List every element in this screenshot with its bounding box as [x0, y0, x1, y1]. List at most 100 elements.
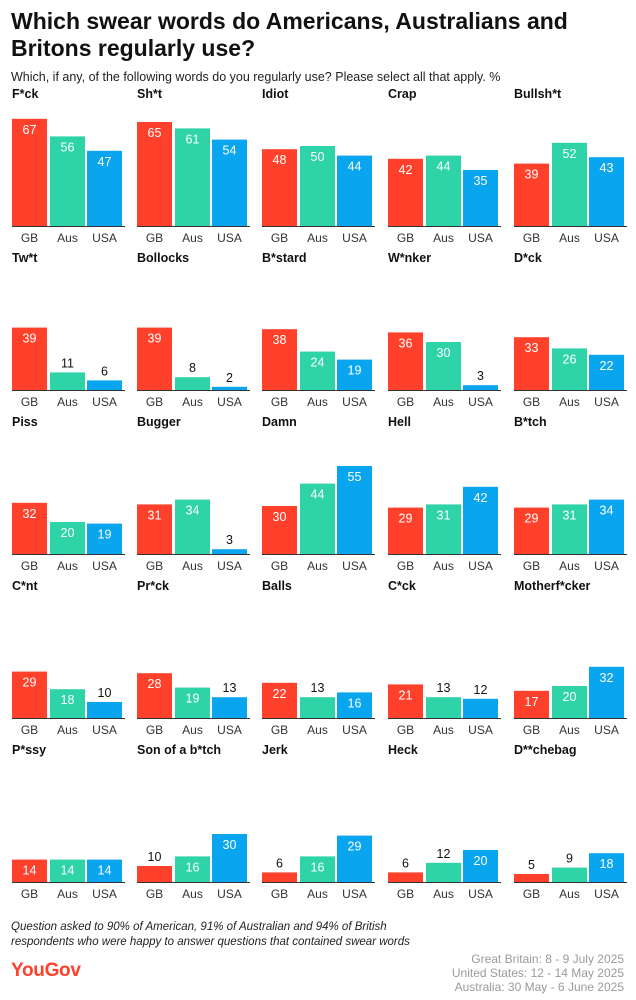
bar-bullsh-t-gb: [514, 163, 549, 226]
tick-label-crap-aus: Aus: [433, 231, 454, 245]
data-label-crap-usa: 35: [474, 174, 488, 188]
bar-sh-t-aus: [175, 128, 210, 226]
data-label-c-nt-usa: 10: [98, 686, 112, 700]
tick-label-motherf-cker-gb: GB: [523, 723, 540, 737]
tick-label-piss-usa: USA: [92, 559, 117, 573]
bar-d-chebag-usa: [589, 853, 624, 882]
tick-label-motherf-cker-aus: Aus: [559, 723, 580, 737]
data-label-hell-aus: 31: [437, 508, 451, 522]
bar-piss-aus: [50, 522, 85, 554]
data-label-motherf-cker-usa: 32: [600, 671, 614, 685]
tick-label-sh-t-gb: GB: [146, 231, 163, 245]
panel-title-heck: Heck: [388, 743, 418, 757]
bar-sh-t-gb: [137, 122, 172, 226]
bar-bugger-usa: [212, 549, 247, 554]
bar-c-nt-usa: [87, 702, 122, 718]
data-label-idiot-usa: 44: [348, 160, 362, 174]
tick-label-pr-ck-aus: Aus: [182, 723, 203, 737]
data-label-sh-t-usa: 54: [223, 144, 237, 158]
data-label-pr-ck-usa: 13: [223, 681, 237, 695]
tick-label-c-nt-aus: Aus: [57, 723, 78, 737]
data-label-p-ssy-gb: 14: [23, 864, 37, 878]
tick-label-idiot-aus: Aus: [307, 231, 328, 245]
panel-title-bollocks: Bollocks: [137, 251, 189, 265]
data-label-b-tch-gb: 29: [525, 512, 539, 526]
data-label-bullsh-t-gb: 39: [525, 168, 539, 182]
tick-label-hell-aus: Aus: [433, 559, 454, 573]
panel-title-c-nt: C*nt: [12, 579, 39, 593]
panel-title-son-of-a-b-tch: Son of a b*tch: [137, 743, 221, 757]
bar-c-ck-aus: [426, 697, 461, 718]
tick-label-c-nt-usa: USA: [92, 723, 117, 737]
bar-motherf-cker-usa: [589, 666, 624, 718]
data-label-son-of-a-b-tch-gb: 10: [148, 850, 162, 864]
panel-title-bullsh-t: Bullsh*t: [514, 87, 562, 101]
data-label-balls-aus: 13: [311, 681, 325, 695]
data-label-d-ck-gb: 33: [525, 341, 539, 355]
bar-idiot-usa: [337, 155, 372, 226]
bar-son-of-a-b-tch-usa: [212, 834, 247, 882]
tick-label-sh-t-aus: Aus: [182, 231, 203, 245]
data-label-heck-gb: 6: [402, 856, 409, 870]
bar-bugger-aus: [175, 499, 210, 554]
bar-damn-usa: [337, 466, 372, 554]
panel-title-idiot: Idiot: [262, 87, 289, 101]
tick-label-p-ssy-aus: Aus: [57, 887, 78, 901]
data-label-b-stard-gb: 38: [273, 333, 287, 347]
data-label-d-chebag-usa: 18: [600, 857, 614, 871]
data-label-pr-ck-gb: 28: [148, 677, 162, 691]
data-label-son-of-a-b-tch-aus: 16: [186, 860, 200, 874]
bar-heck-usa: [463, 850, 498, 882]
panel-title-d-ck: D*ck: [514, 251, 542, 265]
data-label-bullsh-t-aus: 52: [563, 147, 577, 161]
data-label-tw-t-usa: 6: [101, 364, 108, 378]
data-label-c-ck-gb: 21: [399, 688, 413, 702]
bar-w-nker-usa: [463, 385, 498, 390]
bar-d-chebag-gb: [514, 874, 549, 882]
yougov-logo[interactable]: YouGov: [11, 960, 81, 981]
data-label-piss-aus: 20: [61, 526, 75, 540]
bar-d-chebag-aus: [552, 867, 587, 882]
panel-title-balls: Balls: [262, 579, 292, 593]
panel-title-motherf-cker: Motherf*cker: [514, 579, 591, 593]
tick-label-bugger-usa: USA: [217, 559, 242, 573]
bar-f-ck-aus: [50, 136, 85, 226]
tick-label-idiot-gb: GB: [271, 231, 288, 245]
bar-bullsh-t-aus: [552, 142, 587, 226]
tick-label-c-ck-gb: GB: [397, 723, 414, 737]
data-label-f-ck-usa: 47: [98, 155, 112, 169]
data-label-c-ck-aus: 13: [437, 681, 451, 695]
data-label-b-tch-aus: 31: [563, 508, 577, 522]
bar-pr-ck-usa: [212, 697, 247, 718]
tick-label-jerk-gb: GB: [271, 887, 288, 901]
data-label-sh-t-aus: 61: [186, 132, 200, 146]
tick-label-idiot-usa: USA: [342, 231, 367, 245]
fieldwork-dates: Great Britain: 8 - 9 July 2025 United St…: [452, 952, 624, 994]
tick-label-bugger-aus: Aus: [182, 559, 203, 573]
bar-jerk-gb: [262, 872, 297, 882]
data-label-tw-t-gb: 39: [23, 332, 37, 346]
tick-label-tw-t-gb: GB: [21, 395, 38, 409]
bar-jerk-usa: [337, 835, 372, 882]
bar-idiot-aus: [300, 146, 335, 226]
bar-balls-usa: [337, 692, 372, 718]
bar-son-of-a-b-tch-aus: [175, 856, 210, 882]
bar-balls-gb: [262, 682, 297, 718]
data-label-bugger-usa: 3: [226, 533, 233, 547]
tick-label-bullsh-t-usa: USA: [594, 231, 619, 245]
data-label-bollocks-gb: 39: [148, 332, 162, 346]
bar-motherf-cker-gb: [514, 690, 549, 718]
bar-crap-aus: [426, 155, 461, 226]
data-label-jerk-usa: 29: [348, 840, 362, 854]
tick-label-d-ck-gb: GB: [523, 395, 540, 409]
data-label-p-ssy-aus: 14: [61, 864, 75, 878]
bar-c-ck-gb: [388, 684, 423, 718]
data-label-heck-aus: 12: [437, 847, 451, 861]
tick-label-c-nt-gb: GB: [21, 723, 38, 737]
tick-label-b-tch-gb: GB: [523, 559, 540, 573]
tick-label-jerk-usa: USA: [342, 887, 367, 901]
data-label-p-ssy-usa: 14: [98, 864, 112, 878]
panel-title-tw-t: Tw*t: [12, 251, 38, 265]
panel-title-bugger: Bugger: [137, 415, 181, 429]
bar-pr-ck-aus: [175, 687, 210, 718]
